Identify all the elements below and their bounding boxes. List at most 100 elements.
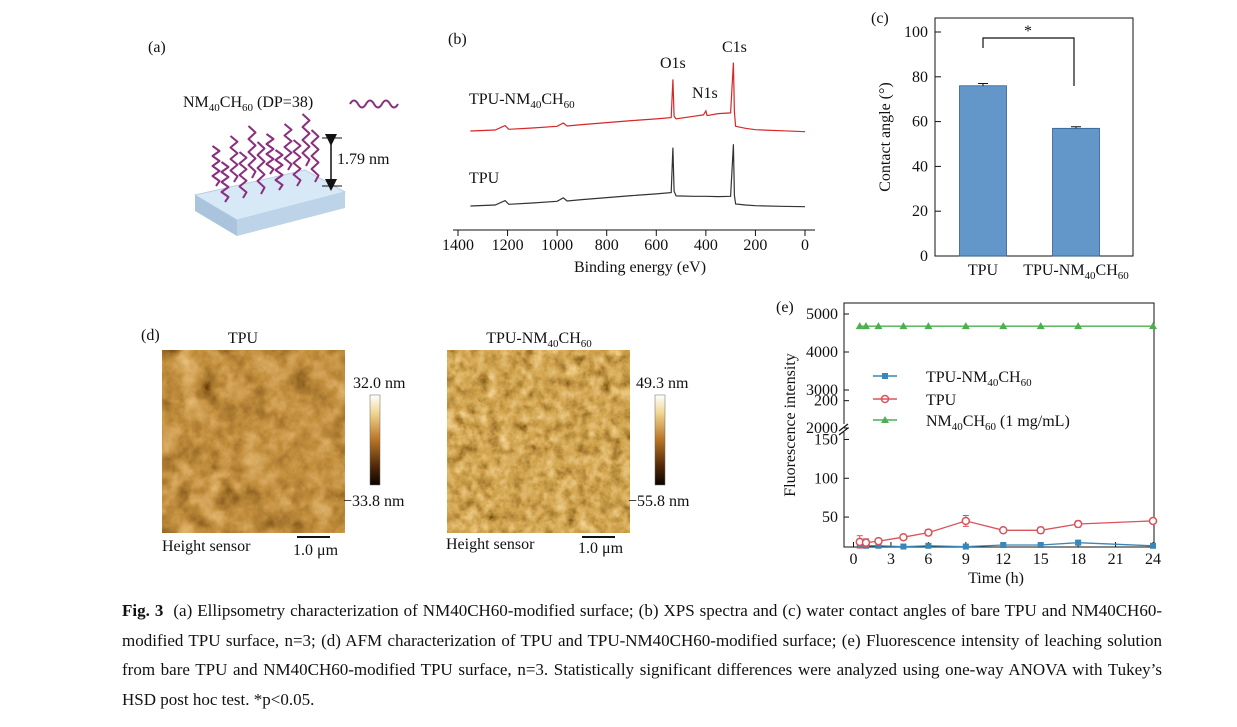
xps-series-label-modified: TPU-NM40CH60 [469,91,575,111]
contact-angle-y-tick-label: 80 [912,69,928,86]
fluorescence-point [961,322,970,330]
legend-marker-modified [882,373,888,379]
xps-series-label-tpu: TPU [469,170,500,187]
fluorescence-point [1000,542,1007,548]
legend-marker-solution [881,416,889,423]
figure-canvas: (a) NM40CH60 (DP=38) 1.79 nm (b) TPU-NM4… [141,10,1161,587]
fluorescence-y-tick-label: 3000 [806,382,838,399]
fluorescence-point [999,322,1008,330]
xps-x-ticks: 1400 1200 1000 800 600 400 200 0 [442,230,809,254]
caption-text: (a) Ellipsometry characterization of NM4… [122,601,1162,709]
fluorescence-point [899,532,908,542]
significance-bracket [982,37,1075,86]
polymer-brush [211,113,320,203]
contact-angle-bar [1052,127,1100,257]
category-label-tpu: TPU [968,262,999,279]
peak-label-o1s: O1s [660,55,686,72]
fluorescence-y-tick-label: 4000 [806,344,838,361]
fluorescence-x-tick-label: 18 [1070,551,1086,568]
caption-fig-label: Fig. 3 [122,601,164,620]
fluorescence-y-label: Fluorescence intensity [782,353,799,497]
polymer-chain [265,133,275,175]
sensor-label-modified: Height sensor [446,536,535,553]
fluorescence-point [899,322,908,330]
contact-angle-y-tick-label: 100 [904,24,928,41]
polymer-chain [283,123,293,171]
scale-label-tpu: 1.0 μm [293,542,339,559]
contact-angle-y-tick-label: 60 [912,114,928,131]
contact-angle-bar [959,85,1007,257]
fluorescence-point [1150,542,1157,549]
figure-caption: Fig. 3 (a) Ellipsometry characterization… [122,596,1162,714]
fluorescence-y-tick-label: 50 [822,509,838,526]
polymer-chain [274,149,284,191]
fluorescence-point [1074,322,1083,330]
axis-break-mark [838,427,849,436]
contact-angle-y-tick-label: 0 [920,248,928,265]
contact-angle-y-ticks: 0 20 40 60 80 100 [904,24,941,265]
colorbar-min-tpu: −33.8 nm [343,493,405,510]
panel-e-tag: (e) [776,299,794,316]
xps-plot-area [470,62,806,208]
fluorescence-y-tick-label: 150 [814,431,838,448]
chain-legend-icon [349,99,399,109]
xps-x-tick-label: 1400 [442,237,474,254]
fluorescence-x-tick-label: 21 [1108,551,1124,568]
fluorescence-x-label: Time (h) [968,570,1024,587]
afm-image-modified [447,350,630,533]
legend-label-tpu: TPU [926,392,957,409]
fluorescence-point [1036,322,1045,330]
panel-b: (b) TPU-NM40CH60 TPU O1s N1s C1s 1400 120… [442,31,815,276]
fluorescence-point [874,322,883,330]
xps-x-tick-label: 600 [644,237,668,254]
fluorescence-point [1073,519,1083,529]
polymer-chain [229,135,239,183]
xps-x-tick-label: 1000 [541,237,573,254]
fluorescence-x-tick-label: 24 [1145,551,1161,568]
fluorescence-point [1036,526,1045,535]
contact-angle-y-tick-label: 40 [912,158,928,175]
axis-break-mark [838,423,849,432]
xps-x-tick-label: 800 [595,237,619,254]
xps-x-tick-label: 200 [743,237,767,254]
fluorescence-point [900,543,907,550]
fluorescence-point [855,322,864,330]
fluorescence-x-tick-label: 0 [850,551,858,568]
contact-angle-bars [959,83,1100,257]
polymer-chain [310,129,320,183]
legend-label-solution: NM40CH60 (1 mg/mL) [926,413,1070,433]
fluorescence-point [961,516,971,526]
fluorescence-legend: TPU-NM40CH60 TPU NM40CH60 (1 mg/mL) [873,369,1070,433]
legend-label-modified: TPU-NM40CH60 [926,369,1032,389]
polymer-chain [247,125,257,179]
xps-x-tick-label: 1200 [492,237,524,254]
thickness-label: 1.79 nm [337,151,390,168]
afm-title-modified: TPU-NM40CH60 [486,330,592,350]
fluorescence-x-tick-label: 15 [1033,551,1049,568]
fluorescence-x-tick-label: 6 [924,551,932,568]
fluorescence-point [924,322,933,330]
fluorescence-x-tick-label: 9 [962,551,970,568]
panel-a-tag: (a) [148,39,166,56]
fluorescence-x-tick-label: 3 [887,551,895,568]
fluorescence-point [1149,322,1158,330]
substrate-side [237,192,345,236]
fluorescence-point [1037,542,1044,548]
substrate-front [195,195,237,236]
panel-a: (a) NM40CH60 (DP=38) 1.79 nm [148,39,399,236]
fluorescence-y-tick-label: 5000 [806,306,838,323]
fluorescence-ticks: 0 3 6 9 12 15 18 21 24 50 100 150 200 2000 3000 4000 500… [806,306,1161,568]
fluorescence-series-line [859,542,1154,548]
panel-d: (d) TPU 32.0 nm −33.8 nm Height sensor 1… [141,327,690,559]
fluorescence-point [1075,539,1082,546]
fluorescence-series [855,322,1158,550]
polymer-chain [220,161,230,203]
fluorescence-point [924,528,933,537]
fluorescence-x-tick-label: 12 [995,551,1011,568]
fluorescence-point [861,322,870,330]
polymer-chain [238,151,248,199]
panel-c-tag: (c) [871,10,889,27]
panel-e: (e) 0 3 6 9 12 15 18 21 24 50 100 150 200 2000 3000 400… [776,299,1161,587]
contact-angle-frame [934,17,1134,257]
category-label-modified: TPU-NM40CH60 [1023,262,1129,282]
